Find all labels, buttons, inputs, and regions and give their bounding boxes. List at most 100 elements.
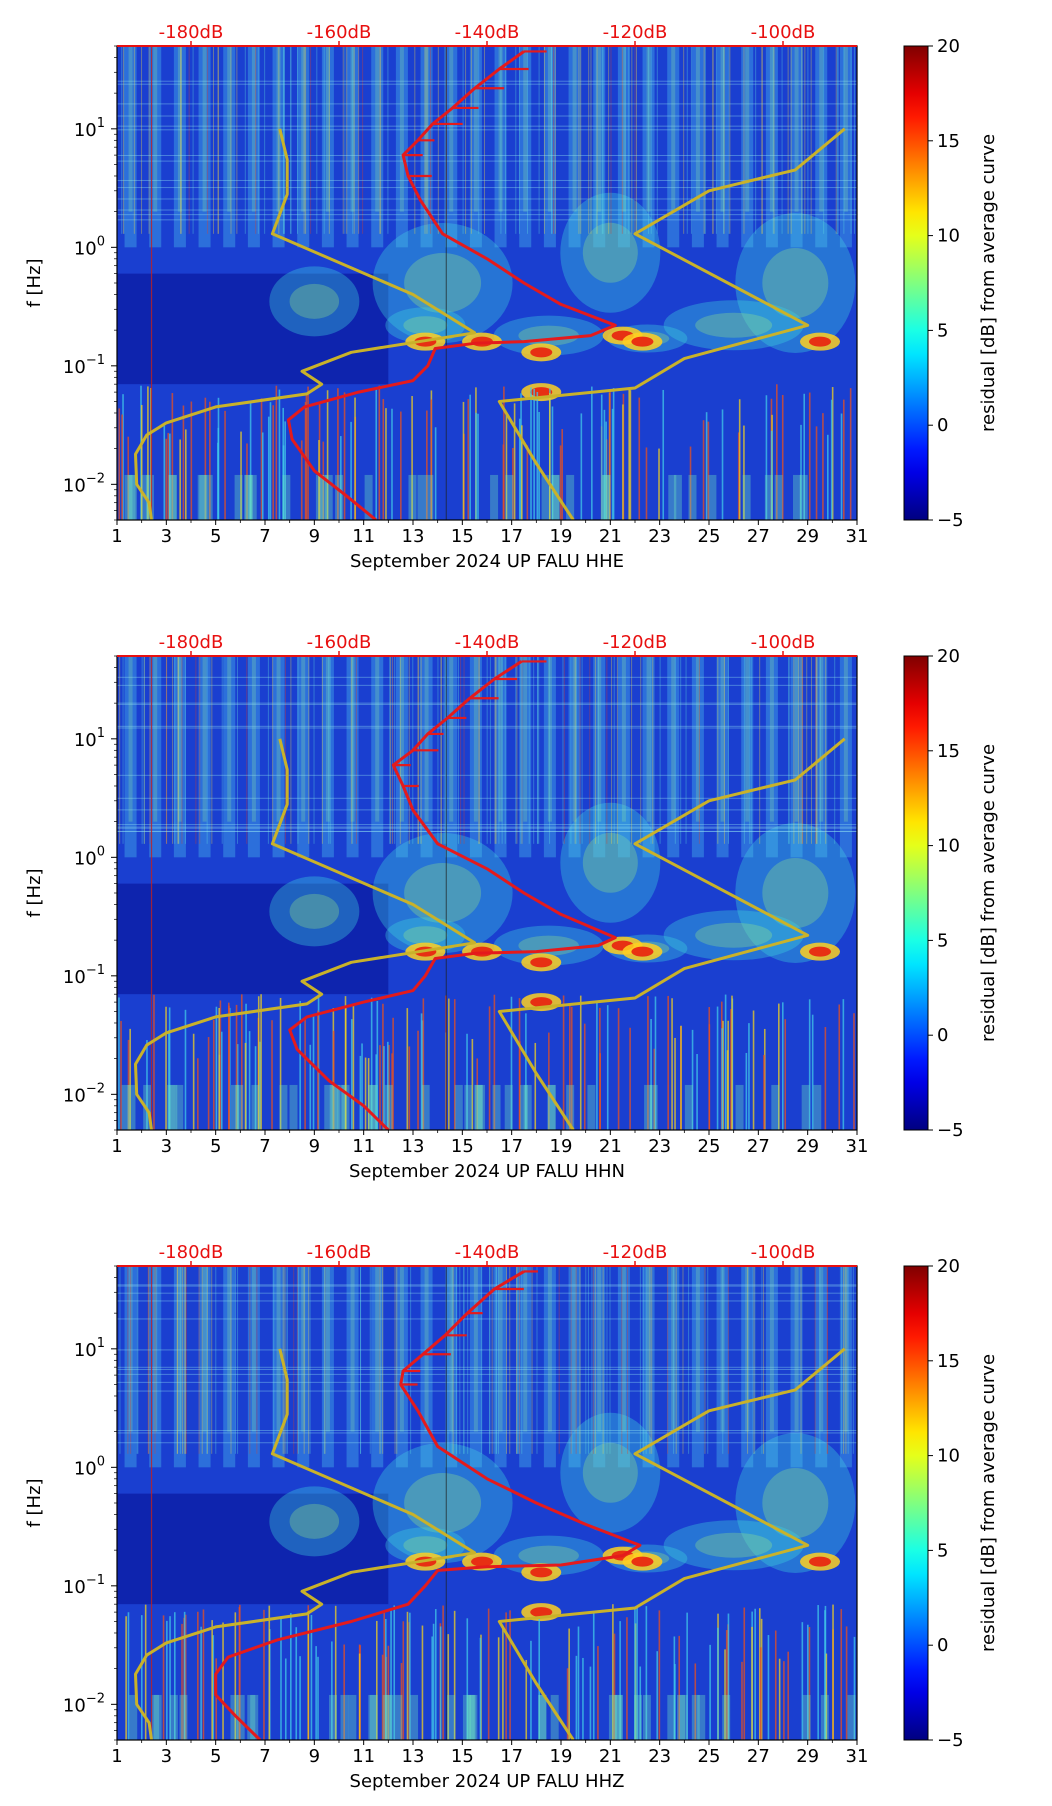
diurnal-stripe-core [325, 46, 330, 212]
diurnal-stripe [371, 656, 384, 858]
diurnal-stripe [297, 1266, 310, 1468]
event-spike [612, 1604, 614, 1740]
spectral-line [117, 1366, 857, 1368]
spectral-line [117, 187, 857, 189]
diurnal-stripe [346, 1266, 359, 1468]
event-spike [219, 1000, 222, 1130]
noise-streak [342, 46, 344, 234]
event-spike [502, 444, 505, 520]
noise-streak [515, 46, 517, 234]
noise-streak [394, 656, 396, 844]
noise-streak [698, 656, 700, 844]
mean-curve [286, 50, 617, 520]
low-freq-band [129, 1694, 138, 1740]
event-spike [442, 1605, 444, 1740]
event-spike [686, 1612, 688, 1740]
low-freq-band [541, 474, 550, 520]
noise-streak [580, 46, 582, 234]
event-spike [280, 1616, 282, 1740]
microseism-blob [735, 823, 856, 963]
noise-streak [443, 656, 445, 844]
noise-streak [715, 46, 717, 234]
spectral-line [117, 824, 857, 826]
microseism-core [289, 283, 340, 319]
event-spike [849, 388, 852, 520]
low-freq-band [505, 474, 514, 520]
noise-streak [798, 656, 800, 844]
noise-streak [621, 46, 623, 234]
event-spike [215, 1658, 218, 1740]
noise-streak [843, 1266, 845, 1454]
noise-streak [631, 46, 633, 234]
diurnal-stripe-core [794, 1266, 799, 1432]
y-tick-base: 10 [63, 1577, 86, 1598]
curve-layer [134, 1270, 846, 1740]
diurnal-stripe-core [350, 656, 355, 822]
diurnal-stripe [741, 1266, 754, 1468]
diurnal-stripe-core [153, 1266, 158, 1432]
noise-streak [575, 656, 577, 844]
noise-streak [759, 656, 761, 844]
spectral-line [117, 827, 857, 829]
noise-streak [369, 1266, 371, 1454]
microseism-core [762, 858, 829, 928]
x-tick-label: 17 [500, 1746, 523, 1767]
event-spike [315, 1646, 317, 1740]
noise-streak [652, 656, 654, 844]
noise-streak [463, 656, 465, 844]
event-spike [430, 399, 432, 520]
noise-streak [827, 1266, 829, 1454]
noise-streak [753, 1266, 755, 1454]
noise-streak [819, 1266, 821, 1454]
spectral-line [117, 83, 857, 85]
event-spike [197, 1611, 199, 1740]
event-spike [263, 1609, 265, 1740]
event-spike [202, 1609, 205, 1740]
noise-streak [650, 46, 652, 234]
event-spike [207, 1037, 210, 1130]
noise-streak [579, 656, 581, 844]
low-freq-band [341, 1084, 350, 1130]
noise-streak [528, 656, 530, 844]
noise-streak [549, 656, 551, 844]
event-spike [678, 1635, 681, 1740]
noise-streak [707, 1266, 709, 1454]
noise-streak [835, 46, 837, 234]
diurnal-stripe-core [745, 656, 750, 822]
diurnal-stripe-core [745, 1266, 750, 1432]
diurnal-stripe-core [399, 1266, 404, 1432]
diurnal-stripe [124, 1266, 137, 1468]
diurnal-stripe-core [695, 656, 700, 822]
diurnal-stripe [420, 46, 433, 248]
noise-streak [743, 656, 745, 844]
low-noise-model-curve [134, 738, 477, 1130]
event-spike [118, 408, 121, 520]
x-tick-label: 21 [599, 1136, 622, 1157]
spectral-line [117, 1292, 857, 1294]
event-spike [487, 1608, 490, 1740]
diurnal-stripe [593, 656, 606, 858]
noise-streak [230, 1266, 232, 1454]
low-freq-band [369, 1694, 378, 1740]
event-spike [774, 1630, 777, 1740]
noise-streak [575, 1266, 577, 1454]
diurnal-stripe [642, 1266, 655, 1468]
event-spike [279, 997, 282, 1130]
noise-streak [358, 46, 360, 234]
event-spike [192, 1033, 195, 1130]
noise-streak [639, 1266, 641, 1454]
noise-streak [206, 1266, 208, 1454]
noise-streak [755, 46, 757, 234]
spectral-line [117, 1442, 857, 1444]
event-spike [400, 1663, 403, 1740]
low-freq-band [369, 1084, 378, 1130]
microseism-blob [663, 1520, 804, 1571]
noise-streak [387, 46, 389, 234]
low-freq-band [234, 474, 243, 520]
colorbar-tick-label: 0 [937, 415, 948, 436]
heatmap-field [117, 1266, 857, 1740]
noise-streak [685, 656, 687, 844]
low-freq-band [236, 1694, 245, 1740]
hot-spot-core [809, 1556, 831, 1567]
event-spike [525, 1013, 527, 1130]
